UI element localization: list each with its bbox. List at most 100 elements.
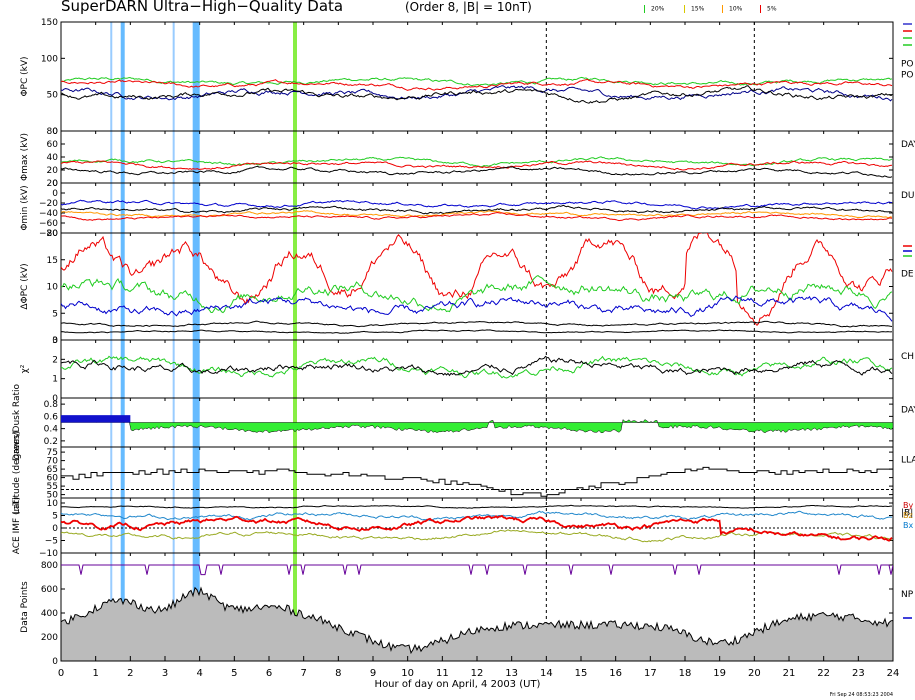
right-label-pts: NP bbox=[901, 590, 914, 600]
ytick-label-chi-1: 1 bbox=[52, 375, 58, 385]
points-np-line bbox=[61, 564, 893, 576]
legend-swatch-1 bbox=[684, 5, 685, 13]
ytick-label-ratio-1: 0.4 bbox=[44, 425, 59, 435]
ytick-label-max-2: 40 bbox=[47, 153, 59, 163]
right-label-chi: CH bbox=[901, 352, 914, 362]
ytick-label-dpc-3: 15 bbox=[47, 256, 58, 266]
ytick-label-pc-3: 150 bbox=[41, 18, 58, 28]
event-band-2 bbox=[172, 22, 175, 661]
legend-label-3: 5% bbox=[767, 5, 777, 13]
ylabel-pts: Data Points bbox=[20, 581, 30, 633]
series-min-0 bbox=[61, 199, 893, 210]
legend-label-1: 15% bbox=[691, 5, 705, 13]
ytick-label-pc-2: 100 bbox=[41, 54, 58, 64]
legend-item-3: 5% bbox=[760, 5, 777, 13]
series-min-3 bbox=[61, 211, 893, 222]
series-chi-1 bbox=[61, 355, 893, 377]
series-max-2 bbox=[61, 165, 893, 178]
xtick-label-18: 18 bbox=[679, 668, 692, 679]
ylabel-min: Φmin (kV) bbox=[20, 185, 30, 230]
panel-frame-min bbox=[60, 182, 894, 234]
ytick-label-min-3: −20 bbox=[39, 199, 58, 209]
ylabel-lat: Latitude (degrees) bbox=[12, 431, 22, 514]
ytick-label-lat-4: 70 bbox=[47, 457, 59, 467]
right-label-2-pc: PO bbox=[901, 71, 914, 81]
xtick-label-22: 22 bbox=[817, 668, 830, 679]
ytick-label-pts-1: 200 bbox=[41, 633, 58, 643]
ytick-label-chi-2: 2 bbox=[52, 355, 58, 365]
ytick-label-dpc-1: 5 bbox=[52, 309, 58, 319]
timestamp: Fri Sep 24 08:53:23 2004 bbox=[829, 692, 893, 698]
ytick-label-pts-3: 600 bbox=[41, 585, 58, 595]
panel-frame-dpc bbox=[60, 232, 894, 341]
panel-frame-imf bbox=[60, 497, 894, 554]
series-pc-0 bbox=[61, 76, 893, 87]
series-chi-0 bbox=[61, 355, 893, 379]
ylabel-pc: ΦPC (kV) bbox=[20, 56, 30, 96]
xtick-label-5: 5 bbox=[231, 668, 237, 679]
ytick-label-max-3: 60 bbox=[47, 140, 59, 150]
series-max-0 bbox=[61, 156, 893, 168]
xtick-label-16: 16 bbox=[609, 668, 622, 679]
xtick-label-12: 12 bbox=[471, 668, 484, 679]
series-pc-3 bbox=[61, 85, 893, 104]
legend-swatch-3 bbox=[760, 5, 761, 13]
series-dpc-3 bbox=[61, 320, 893, 328]
series-dpc-1 bbox=[61, 275, 893, 314]
series-imf-2 bbox=[61, 529, 893, 543]
ytick-label-dpc-4: 20 bbox=[47, 229, 59, 239]
ytick-label-imf-2: 0 bbox=[52, 524, 58, 534]
xtick-label-20: 20 bbox=[748, 668, 761, 679]
series-imf-1 bbox=[61, 510, 893, 522]
ytick-label-min-1: −60 bbox=[39, 219, 58, 229]
right-label-min: DU bbox=[901, 191, 915, 201]
latitude-line bbox=[61, 466, 893, 497]
series-pc-1 bbox=[61, 78, 893, 91]
figure-subtitle: (Order 8, |B| = 10nT) bbox=[405, 0, 532, 14]
xtick-label-0: 0 bbox=[58, 668, 64, 679]
ytick-label-max-0: 0 bbox=[52, 179, 58, 189]
ytick-label-min-5: 20 bbox=[47, 179, 59, 189]
imf-label-0: By bbox=[903, 501, 913, 510]
ytick-label-lat-2: 60 bbox=[47, 474, 59, 484]
ylabel-dpc: ΔΦPC (kV) bbox=[20, 263, 30, 309]
ytick-label-chi-0: 0 bbox=[52, 394, 58, 404]
ytick-label-max-1: 20 bbox=[47, 166, 59, 176]
xtick-label-1: 1 bbox=[92, 668, 98, 679]
ytick-label-pts-0: 0 bbox=[52, 657, 58, 667]
ytick-label-lat-1: 55 bbox=[47, 482, 58, 492]
imf-label-2: Bx bbox=[903, 521, 913, 530]
xtick-label-2: 2 bbox=[127, 668, 133, 679]
right-label-imf: |B| bbox=[901, 509, 913, 519]
series-dpc-2 bbox=[61, 295, 893, 322]
figure-title: SuperDARN Ultra−High−Quality Data bbox=[61, 0, 344, 15]
right-label-dpc: DE bbox=[901, 270, 914, 280]
ytick-label-ratio-2: 0.6 bbox=[44, 412, 59, 422]
ylabel-max: Φmax (kV) bbox=[20, 133, 30, 181]
ytick-label-pts-4: 800 bbox=[41, 561, 58, 571]
ytick-label-pc-0: 0 bbox=[52, 127, 58, 137]
ytick-label-imf-0: −10 bbox=[39, 549, 58, 559]
series-dpc-0 bbox=[61, 233, 893, 327]
event-band-4 bbox=[293, 22, 297, 661]
right-label-ratio: DAY bbox=[901, 406, 915, 416]
panel-frame-lat bbox=[60, 446, 894, 499]
ratio-fill-dawn bbox=[61, 415, 131, 423]
ratio-fill bbox=[61, 416, 893, 434]
xtick-label-6: 6 bbox=[266, 668, 272, 679]
right-label-pc: PO bbox=[901, 60, 914, 70]
ytick-label-min-0: −80 bbox=[39, 229, 58, 239]
xtick-label-21: 21 bbox=[783, 668, 796, 679]
xtick-label-9: 9 bbox=[370, 668, 376, 679]
event-band-1 bbox=[120, 22, 125, 661]
event-band-0 bbox=[110, 22, 113, 661]
ytick-label-imf-1: −5 bbox=[45, 537, 58, 547]
xtick-label-10: 10 bbox=[401, 668, 414, 679]
xtick-label-13: 13 bbox=[505, 668, 518, 679]
ytick-label-ratio-3: 0.8 bbox=[44, 400, 59, 410]
legend-item-1: 15% bbox=[684, 5, 704, 13]
ytick-label-ratio-0: 0.2 bbox=[44, 437, 58, 447]
xtick-label-19: 19 bbox=[713, 668, 726, 679]
